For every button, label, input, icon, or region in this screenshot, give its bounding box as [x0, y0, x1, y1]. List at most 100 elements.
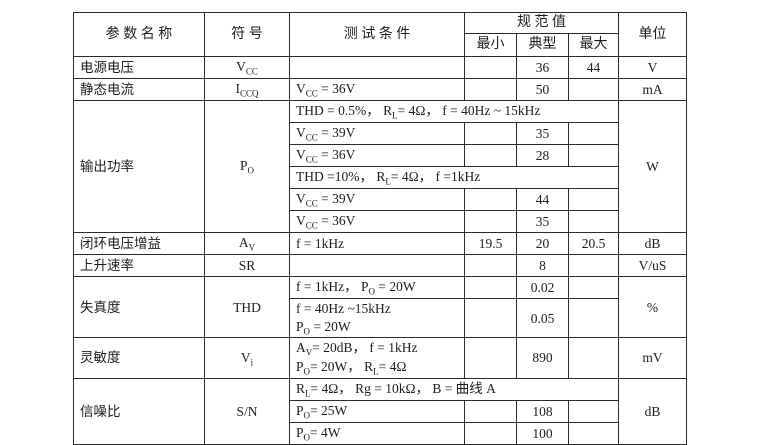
cell-value: 35 — [516, 210, 569, 234]
cell-value: 44 — [567, 56, 620, 80]
table-row: THD =10%， RL= 4Ω， f =1kHz — [74, 166, 687, 190]
cell-symbol: ICCQ — [204, 78, 290, 102]
header-param-name: 参 数 名 称 — [73, 11, 205, 58]
cell-param: 输出功率 — [73, 100, 205, 234]
table-row: 电源电压 VCC 36 44 V — [73, 56, 688, 80]
header-row-1: 参 数 名 称 符 号 测 试 条 件 规 范 值 单位 — [73, 11, 688, 58]
header-row-2: 最小 典型 最大 — [74, 33, 687, 58]
cell-cond: VCC = 39V — [289, 188, 465, 212]
cell-value: 35 — [516, 122, 569, 146]
cell-cond: RL= 4Ω， Rg = 10kΩ， B = 曲线 A — [288, 377, 620, 401]
cell-value: 0.05 — [516, 298, 569, 339]
cell-value — [567, 276, 620, 300]
cell-cond — [289, 254, 465, 278]
cell-value: 50 — [516, 78, 569, 102]
cell-cond: VCC = 36V — [289, 144, 465, 168]
table-row: VCC = 39V 44 — [74, 188, 687, 212]
cell-symbol: AV — [204, 232, 290, 256]
cell-value — [567, 122, 620, 146]
table-row: 失真度 THD f = 1kHz， PO = 20W 0.02% — [73, 276, 688, 339]
cell-param: 静态电流 — [73, 78, 205, 102]
cell-symbol: Vi — [204, 337, 290, 379]
cell-value — [464, 78, 517, 102]
cell-cond: f = 1kHz， PO = 20W — [289, 276, 465, 300]
table-row: f = 40Hz ~15kHz PO = 20W 0.05 — [74, 298, 687, 339]
table-row: VCC = 36V 28 — [74, 144, 687, 168]
cell-symbol: THD — [204, 276, 290, 339]
cell-value — [464, 399, 517, 423]
cell-param: 上升速率 — [73, 254, 205, 278]
cell-param: 电源电压 — [73, 56, 205, 80]
cell-value: 28 — [516, 144, 569, 168]
cell-value: 108 — [516, 399, 569, 423]
cell-unit: V/uS — [618, 254, 688, 278]
cell-value: 8 — [516, 254, 569, 278]
cell-unit: mV — [618, 337, 688, 379]
cell-value: 44 — [516, 188, 569, 212]
cell-value: 0.02 — [516, 276, 569, 300]
header-typ: 典型 — [516, 33, 569, 58]
header-unit: 单位 — [618, 11, 688, 58]
table-row: 输出功率 PO THD = 0.5%， RL= 4Ω， f = 40Hz ~ 15k… — [73, 100, 688, 234]
cell-cond: THD = 0.5%， RL= 4Ω， f = 40Hz ~ 15kHz — [288, 100, 620, 124]
cell-value — [567, 78, 620, 102]
cell-param: 闭环电压增益 — [73, 232, 205, 256]
cell-unit: V — [618, 56, 688, 80]
cell-cond — [289, 56, 465, 80]
cell-cond: THD =10%， RL= 4Ω， f =1kHz — [288, 166, 620, 190]
spec-table: 参 数 名 称 符 号 测 试 条 件 规 范 值 单位 最小 典型 最大 电源… — [73, 11, 688, 445]
cell-value — [567, 210, 620, 234]
spec-table-header: 参 数 名 称 符 号 测 试 条 件 规 范 值 单位 最小 典型 最大 — [73, 11, 688, 58]
cell-cond: PO= 4W — [289, 421, 465, 445]
table-row: 灵敏度 Vi AV= 20dB， f = 1kHz PO= 20W， RL= 4Ω 8… — [73, 337, 688, 379]
cell-value — [464, 210, 517, 234]
header-symbol: 符 号 — [204, 11, 290, 58]
cell-cond: f = 40Hz ~15kHz PO = 20W — [289, 298, 465, 339]
cell-param: 灵敏度 — [73, 337, 205, 379]
cell-value — [464, 298, 517, 339]
header-max: 最大 — [567, 33, 620, 58]
table-row: 静态电流 ICCQ VCC = 36V 50 mA — [73, 78, 688, 102]
cell-value — [464, 254, 517, 278]
table-row: 上升速率 SR 8 V/uS — [73, 254, 688, 278]
cell-unit: dB — [618, 232, 688, 256]
cell-symbol: VCC — [204, 56, 290, 80]
cell-unit: W — [618, 100, 688, 234]
cell-value — [464, 122, 517, 146]
table-row: 闭环电压增益 AV f = 1kHz 19.5 20 20.5 dB — [73, 232, 688, 256]
cell-unit: mA — [618, 78, 688, 102]
cell-value — [567, 421, 620, 445]
spec-table-body: 电源电压 VCC 36 44 V 静态电流 ICCQ VCC = 36V 50 mA 输出功率 PO T… — [73, 56, 688, 445]
cell-cond: f = 1kHz — [289, 232, 465, 256]
cell-value: 890 — [516, 337, 569, 379]
cell-value: 36 — [516, 56, 569, 80]
cell-cond: VCC = 36V — [289, 78, 465, 102]
cell-value — [464, 337, 517, 379]
cell-param: 失真度 — [73, 276, 205, 339]
cell-unit: % — [618, 276, 688, 339]
header-spec-value: 规 范 值 — [463, 11, 620, 35]
cell-cond: PO= 25W — [289, 399, 465, 423]
cell-value — [567, 144, 620, 168]
table-row: PO= 25W 108 — [74, 399, 687, 423]
cell-symbol: S/N — [204, 377, 290, 445]
cell-value — [464, 56, 517, 80]
cell-param: 信噪比 — [73, 377, 205, 445]
cell-value — [464, 276, 517, 300]
cell-value — [464, 188, 517, 212]
cell-value — [464, 421, 517, 445]
cell-value: 100 — [516, 421, 569, 445]
cell-value — [567, 399, 620, 423]
cell-symbol: SR — [204, 254, 290, 278]
cell-value — [567, 298, 620, 339]
header-test-condition: 测 试 条 件 — [289, 11, 465, 58]
cell-value: 19.5 — [464, 232, 517, 256]
cell-cond: VCC = 36V — [289, 210, 465, 234]
cell-value — [567, 188, 620, 212]
cell-unit: dB — [618, 377, 688, 445]
header-min: 最小 — [464, 33, 517, 58]
cell-value — [567, 254, 620, 278]
cell-value: 20 — [516, 232, 569, 256]
cell-symbol: PO — [204, 100, 290, 234]
